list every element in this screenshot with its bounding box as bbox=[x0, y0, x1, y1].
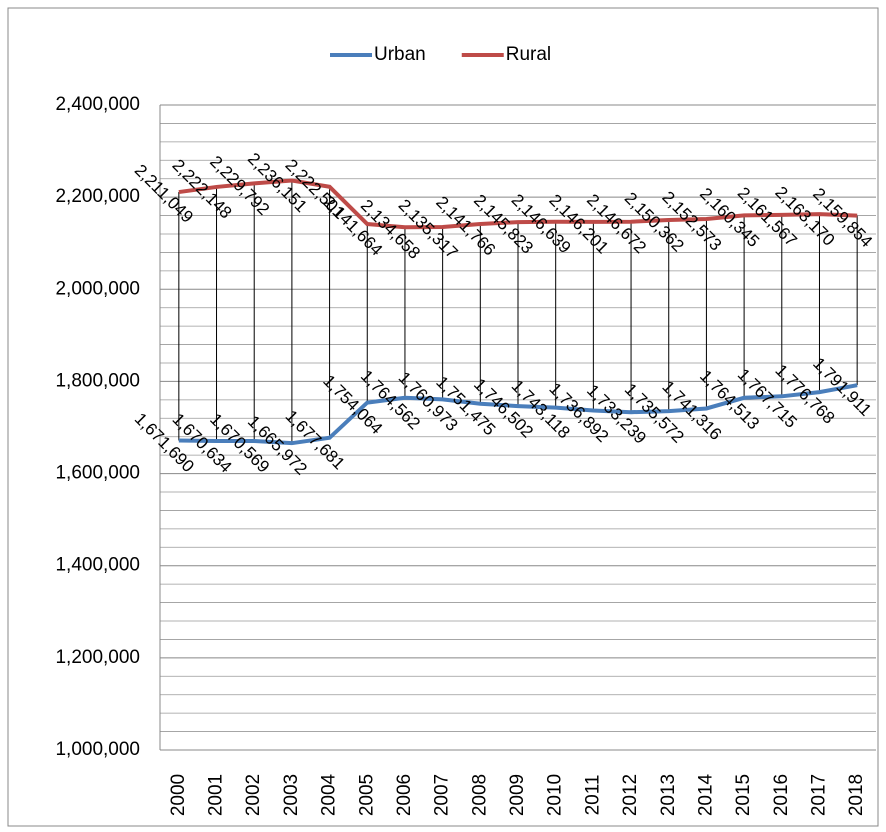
x-tick-label: 2016 bbox=[771, 774, 792, 816]
y-tick-label: 1,000,000 bbox=[55, 739, 140, 760]
y-tick-label: 1,800,000 bbox=[55, 370, 140, 391]
y-tick-label: 1,600,000 bbox=[55, 463, 140, 484]
series-line bbox=[178, 178, 858, 230]
y-tick-label: 2,200,000 bbox=[55, 186, 140, 207]
x-tick-label: 2011 bbox=[582, 775, 603, 816]
x-tick-label: 2015 bbox=[733, 774, 754, 816]
y-tick-label: 1,400,000 bbox=[55, 555, 140, 576]
x-tick-label: 2017 bbox=[808, 774, 829, 816]
x-tick-label: 2006 bbox=[394, 774, 415, 816]
x-tick-label: 2012 bbox=[620, 774, 641, 816]
y-tick-label: 2,000,000 bbox=[55, 278, 140, 299]
x-tick-label: 2008 bbox=[469, 774, 490, 816]
x-tick-label: 2005 bbox=[356, 774, 377, 816]
series-line bbox=[178, 383, 858, 446]
x-tick-label: 2003 bbox=[281, 774, 302, 816]
chart-frame bbox=[7, 7, 879, 827]
x-tick-label: 2002 bbox=[243, 774, 264, 816]
x-tick-label: 2018 bbox=[846, 774, 867, 816]
x-tick-label: 2001 bbox=[206, 774, 227, 816]
legend-label: Rural bbox=[506, 44, 551, 65]
x-tick-label: 2013 bbox=[658, 774, 679, 816]
y-tick-label: 1,200,000 bbox=[55, 647, 140, 668]
y-tick-label: 2,400,000 bbox=[55, 94, 140, 115]
legend-label: Urban bbox=[374, 44, 426, 65]
x-tick-label: 2014 bbox=[695, 773, 716, 816]
x-tick-label: 2010 bbox=[545, 774, 566, 816]
x-tick-label: 2007 bbox=[432, 774, 453, 816]
x-tick-label: 2009 bbox=[507, 774, 528, 816]
x-tick-label: 2004 bbox=[319, 773, 340, 816]
x-tick-label: 2000 bbox=[168, 774, 189, 816]
